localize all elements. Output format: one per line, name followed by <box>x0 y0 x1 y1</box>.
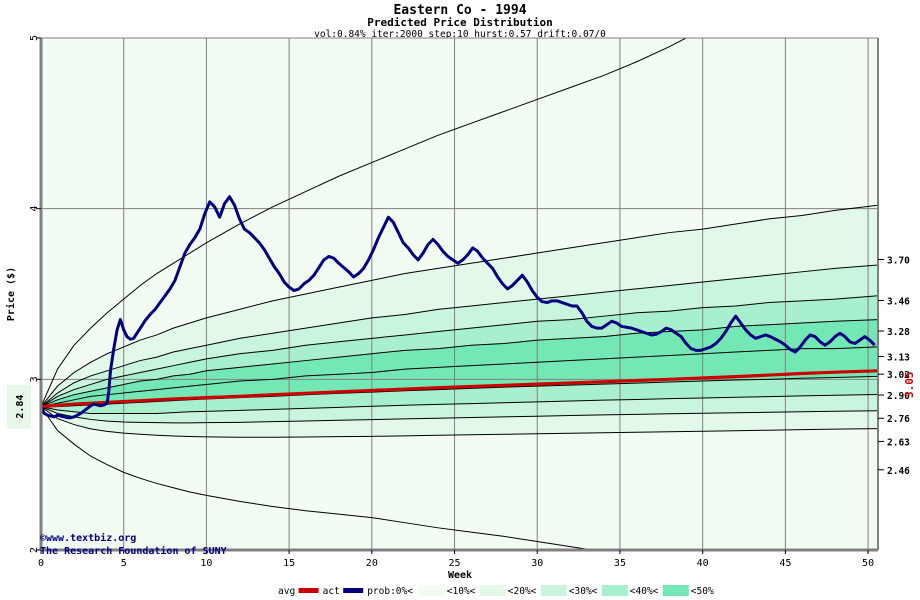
right-axis-label-3.28: 3.28 <box>887 327 910 338</box>
legend-swatch-1 <box>479 585 506 596</box>
band-outline-80%-lower <box>41 406 878 438</box>
x-tick-label-15: 15 <box>283 558 295 569</box>
right-axis-label-3.70: 3.70 <box>887 256 910 267</box>
legend-item-label-4: <40%< <box>630 586 659 597</box>
y-tick-label-2: 2 <box>29 547 40 553</box>
legend-act-label: act <box>323 586 340 597</box>
legend-item-label-5: <50% <box>691 586 714 597</box>
x-tick-label-5: 5 <box>121 558 127 569</box>
legend-avg-label: avg <box>278 586 295 597</box>
band-outline-20%-lower <box>41 375 878 408</box>
credit-line-2: The Research Foundation of SUNY <box>40 545 227 557</box>
y-tick-label-5: 5 <box>29 35 40 41</box>
gridlines <box>40 38 878 550</box>
legend-avg-swatch <box>298 588 319 593</box>
chart-parameters: vol:0.84% iter:2000 step:10 hurst:0.57 d… <box>314 29 606 40</box>
band-outline-60%-upper <box>41 264 878 408</box>
x-tick-label-35: 35 <box>614 558 626 569</box>
right-axis-label-3.46: 3.46 <box>887 296 910 307</box>
right-axis-label-2.90: 2.90 <box>887 391 910 402</box>
x-tick-label-45: 45 <box>779 558 791 569</box>
legend-swatch-0 <box>418 585 445 596</box>
x-tick-label-10: 10 <box>200 558 212 569</box>
legend-swatch-2 <box>540 585 567 596</box>
y-tick-label-3: 3 <box>29 376 40 382</box>
band-outline-median <box>41 346 878 408</box>
average-price-line <box>41 369 878 409</box>
band-40-percent <box>41 319 878 407</box>
right-axis-label-3.02: 3.02 <box>887 370 910 381</box>
start-price-label: 2.84 <box>15 395 26 419</box>
band-outline-20%-upper <box>41 319 878 408</box>
x-tick-label-20: 20 <box>366 558 378 569</box>
legend-act-swatch <box>343 588 364 593</box>
right-axis-label-2.46: 2.46 <box>887 466 910 477</box>
x-tick-label-40: 40 <box>697 558 709 569</box>
credit-line-1: ©www.textbiz.org <box>40 532 136 544</box>
band-outline-100%-lower <box>41 406 596 550</box>
band-outline-80%-upper <box>41 204 878 407</box>
y-axis-label: Price ($) <box>5 267 17 321</box>
legend-swatch-4 <box>662 585 689 596</box>
x-tick-label-30: 30 <box>531 558 543 569</box>
x-tick-label-0: 0 <box>38 558 44 569</box>
legend-item-label-2: <20%< <box>508 586 537 597</box>
band-outline-60%-lower <box>41 406 878 424</box>
x-axis-label: Week <box>448 570 472 581</box>
chart-title: Eastern Co - 1994 <box>393 3 526 18</box>
legend-item-label-0: prob:0%< <box>367 586 413 597</box>
right-axis-label-2.76: 2.76 <box>887 414 910 425</box>
actual-price-line <box>41 195 876 420</box>
chart-legend: avg act prob:0%< <10%< <20%< <30%< <40%< <50% <box>278 585 714 597</box>
start-price-highlight <box>7 384 31 429</box>
chart-subtitle: Predicted Price Distribution <box>367 16 552 29</box>
x-tick-label-50: 50 <box>862 558 874 569</box>
final-average-label: 3.05 <box>903 372 916 399</box>
y-tick-label-4: 4 <box>29 206 40 212</box>
plot-area: 0 5 10 15 20 25 30 35 40 45 5023452.843.703.463.28… <box>7 35 916 569</box>
legend-swatch-3 <box>601 585 628 596</box>
band-outline-40%-upper <box>41 295 878 408</box>
band-outline-100%-upper <box>41 38 688 407</box>
right-axis-label-3.13: 3.13 <box>887 352 910 363</box>
band-outline-40%-lower <box>41 394 878 414</box>
legend-item-label-1: <10%< <box>447 586 476 597</box>
x-tick-label-25: 25 <box>449 558 461 569</box>
legend-item-label-3: <30%< <box>569 586 598 597</box>
band-outlines <box>41 38 878 550</box>
right-axis-label-2.63: 2.63 <box>887 437 910 448</box>
